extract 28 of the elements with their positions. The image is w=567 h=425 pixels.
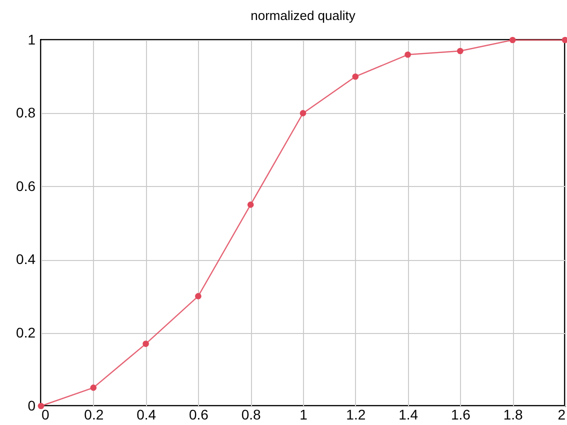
y-tick-label: 0.8 xyxy=(16,104,36,121)
x-tick-label: 0.8 xyxy=(241,406,262,422)
point xyxy=(352,73,359,80)
y-tick-label: 0.6 xyxy=(16,178,36,194)
point xyxy=(90,384,97,391)
y-tick-label: 1 xyxy=(28,32,36,48)
x-tick-label: 2 xyxy=(558,406,566,422)
point xyxy=(247,202,254,208)
x-tick-label: 1 xyxy=(300,406,308,422)
point xyxy=(300,110,306,116)
x-tick-label: 1.4 xyxy=(398,406,418,422)
y-tick-label: 0.4 xyxy=(16,251,36,268)
x-tick-label: 0.2 xyxy=(84,406,104,422)
x-tick-label: 0 xyxy=(42,406,50,422)
point xyxy=(404,51,411,58)
point xyxy=(38,402,44,410)
point xyxy=(457,48,464,54)
point xyxy=(562,36,567,44)
x-tick-label: 1.6 xyxy=(450,406,471,422)
y-tick-label: 0.2 xyxy=(16,324,36,340)
point xyxy=(509,36,516,44)
x-tick-label: 0.6 xyxy=(188,406,209,422)
x-tick-label: 0.4 xyxy=(136,406,156,422)
point xyxy=(142,340,149,347)
chart-title: normalized quality xyxy=(250,8,356,23)
x-tick-label: 1.8 xyxy=(503,406,524,422)
point xyxy=(195,293,202,300)
x-tick-label: 1.2 xyxy=(346,406,366,422)
